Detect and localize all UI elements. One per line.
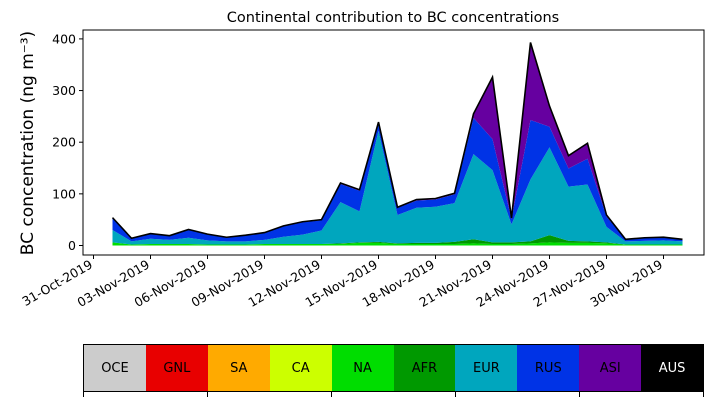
legend-item-gnl: GNL <box>145 345 208 391</box>
legend-item-na: NA <box>331 345 394 391</box>
legend-label: EUR <box>473 360 500 376</box>
y-tick-label: 100 <box>52 186 76 201</box>
legend-item-ca: CA <box>269 345 332 391</box>
legend-label: AFR <box>411 360 438 376</box>
legend-item-aus: AUS <box>641 345 704 391</box>
legend-item-oce: OCE <box>84 345 146 391</box>
y-axis-label: BC concentration (ng m⁻³) <box>18 31 38 255</box>
legend-item-rus: RUS <box>517 345 580 391</box>
y-tick-label: 300 <box>52 83 76 98</box>
legend-label: CA <box>291 360 310 376</box>
legend-label: NA <box>353 360 372 376</box>
area-layers <box>111 42 683 246</box>
legend-label: AUS <box>658 360 686 376</box>
area-asi <box>112 42 683 240</box>
colorbar-legend: OCE GNL SA CA NA AFR EUR RUS ASI AUS <box>83 344 704 392</box>
legend-label: SA <box>230 360 248 376</box>
legend-item-eur: EUR <box>455 345 518 391</box>
x-axis: 31-Oct-201903-Nov-201906-Nov-201909-Nov-… <box>19 255 665 310</box>
total-line <box>111 42 683 241</box>
area-rus <box>112 117 683 242</box>
colorbar-tick <box>83 392 84 397</box>
colorbar-tick <box>331 392 332 397</box>
y-axis: 0 100 200 300 400 <box>52 31 83 253</box>
legend-label: GNL <box>163 360 191 376</box>
legend-item-afr: AFR <box>393 345 456 391</box>
legend-label: RUS <box>534 360 562 376</box>
colorbar-tick <box>579 392 580 397</box>
colorbar-tick <box>455 392 456 397</box>
chart-title: Continental contribution to BC concentra… <box>227 10 559 26</box>
legend-label: OCE <box>101 360 129 376</box>
y-tick-label: 400 <box>52 31 76 46</box>
area-eur <box>112 130 683 245</box>
colorbar-tick <box>207 392 208 397</box>
area-afr <box>112 235 683 245</box>
colorbar-tick <box>703 392 704 397</box>
legend-item-asi: ASI <box>579 345 642 391</box>
legend-item-sa: SA <box>207 345 270 391</box>
y-tick-label: 0 <box>68 238 76 253</box>
y-tick-label: 200 <box>52 135 76 150</box>
plot-frame <box>82 29 705 256</box>
legend-label: ASI <box>599 360 621 376</box>
